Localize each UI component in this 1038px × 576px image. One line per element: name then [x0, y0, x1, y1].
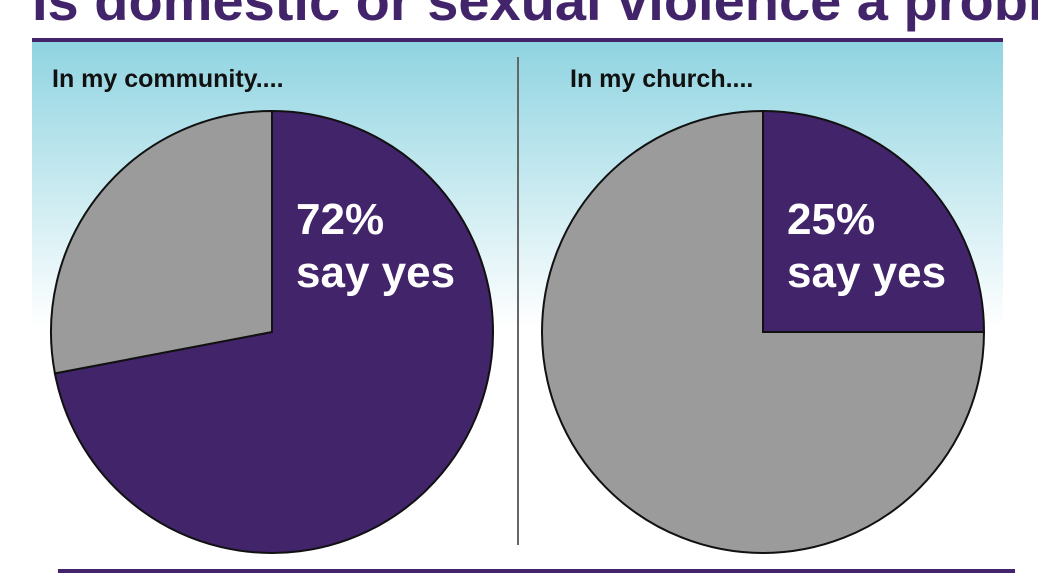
pie-slice [53, 109, 494, 554]
bottom-rule [58, 569, 1015, 573]
annotation: say yes [296, 248, 455, 297]
page-title: Is domestic or sexual violence a problem… [32, 0, 1038, 32]
pie-slice [762, 109, 986, 333]
subtitle: In my community.... [52, 65, 284, 93]
pie-slice [50, 109, 273, 375]
value-label: 25% [787, 195, 875, 244]
subtitle: In my church.... [570, 65, 753, 93]
pie-slice [541, 109, 986, 554]
value-label: 72% [296, 195, 384, 244]
annotation: say yes [787, 248, 946, 297]
top-rule [32, 38, 1003, 42]
